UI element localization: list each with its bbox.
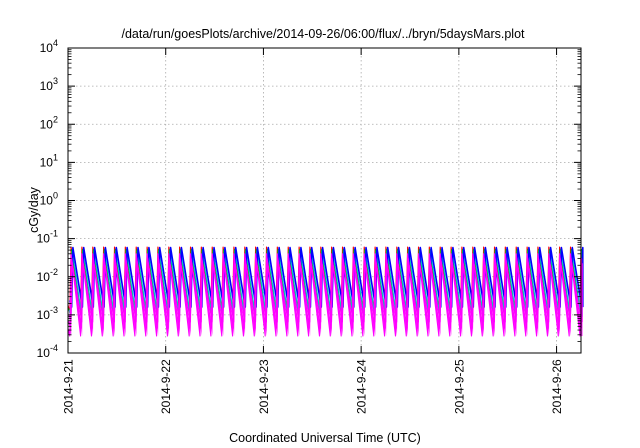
axis-ticks <box>67 47 581 354</box>
y-tick-label-base: 10 <box>37 270 51 284</box>
y-tick-label-exponent: -1 <box>50 229 58 239</box>
y-tick-label: 10-4 <box>37 343 58 360</box>
y-axis-label: cGy/day <box>27 186 41 233</box>
y-tick-label-exponent: 4 <box>53 38 58 48</box>
x-tick-label: 2014-9-22 <box>159 359 173 414</box>
x-tick-labels: 2014-9-21 2014-9-22 2014-9-23 2014-9-24 2014… <box>62 359 565 414</box>
x-tick-label: 2014-9-23 <box>257 359 271 414</box>
x-axis-label: Coordinated Universal Time (UTC) <box>229 431 421 445</box>
y-tick-label-exponent: 2 <box>53 114 58 124</box>
x-tick-label: 2014-9-25 <box>452 359 466 414</box>
y-tick-label: 100 <box>40 191 58 208</box>
y-tick-label-base: 10 <box>37 232 51 246</box>
y-tick-label: 103 <box>40 76 58 93</box>
y-tick-label-base: 10 <box>40 79 54 93</box>
y-tick-label-base: 10 <box>37 346 51 360</box>
chart-title: /data/run/goesPlots/archive/2014-09-26/0… <box>121 27 525 41</box>
y-tick-label-exponent: -2 <box>50 267 58 277</box>
y-tick-label-base: 10 <box>40 117 54 131</box>
y-tick-label-exponent: 3 <box>53 76 58 86</box>
y-tick-label: 10-1 <box>37 229 58 246</box>
x-tick-label: 2014-9-24 <box>355 359 369 414</box>
y-tick-label: 10-3 <box>37 305 58 322</box>
series-line <box>68 263 583 323</box>
y-tick-label: 102 <box>40 114 58 131</box>
series-line <box>68 250 583 318</box>
y-tick-label: 104 <box>40 38 58 55</box>
y-tick-label-exponent: -3 <box>50 305 58 315</box>
y-tick-label: 101 <box>40 152 58 169</box>
y-tick-label-base: 10 <box>40 41 54 55</box>
series-layer <box>67 246 584 337</box>
y-tick-label-base: 10 <box>40 155 54 169</box>
x-tick-label: 2014-9-21 <box>62 359 76 414</box>
y-tick-label-base: 10 <box>37 308 51 322</box>
y-tick-label-exponent: -4 <box>50 343 58 353</box>
x-tick-label: 2014-9-26 <box>550 359 564 414</box>
y-tick-label-exponent: 0 <box>53 191 58 201</box>
y-tick-label-exponent: 1 <box>53 152 58 162</box>
y-tick-label-base: 10 <box>40 194 54 208</box>
y-tick-label: 10-2 <box>37 267 58 284</box>
